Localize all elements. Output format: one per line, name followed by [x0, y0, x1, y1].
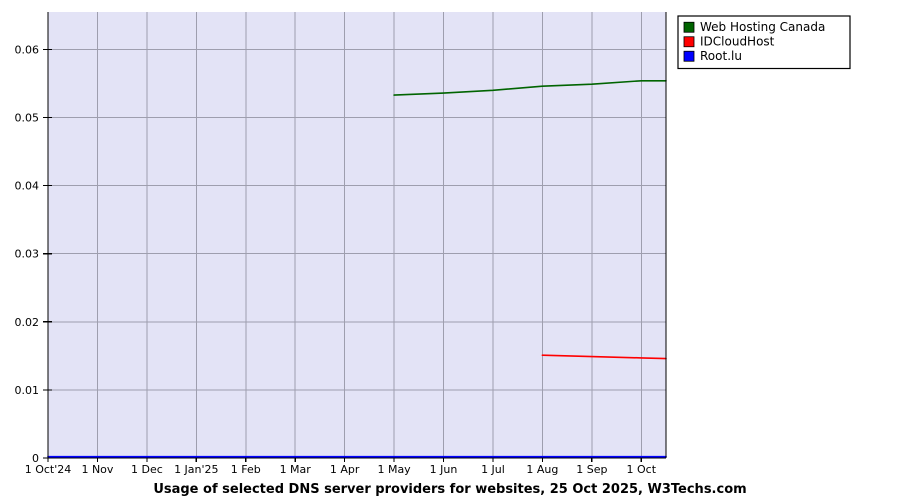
y-tick-label: 0.03	[15, 248, 40, 261]
legend-swatch-1	[683, 36, 695, 48]
y-tick-label: 0.04	[15, 180, 40, 193]
y-tick-label: 0.05	[15, 112, 40, 125]
x-tick-label: 1 Aug	[526, 463, 558, 476]
plot-area-background	[48, 12, 666, 458]
y-tick-label: 0.02	[15, 316, 40, 329]
legend-label-0: Web Hosting Canada	[700, 20, 825, 34]
series-lines	[47, 79, 667, 458]
x-tick-label: 1 Nov	[81, 463, 113, 476]
y-gridlines	[48, 48, 666, 391]
x-tick-label: 1 Mar	[280, 463, 312, 476]
x-tick-label: 1 Dec	[131, 463, 163, 476]
x-tick-label: 1 Apr	[330, 463, 360, 476]
x-tick-label: 1 Oct'24	[25, 463, 72, 476]
y-tick-label: 0.06	[15, 43, 40, 56]
legend-swatch-0	[683, 21, 695, 33]
legend-swatch-2	[683, 50, 695, 62]
legend-box	[677, 15, 851, 70]
x-tick-label: 1 Feb	[231, 463, 261, 476]
x-axis-ticks: 1 Oct'24 1 Nov 1 Dec 1 Jan'25 1 Feb 1 Mar 1 Ap…	[25, 458, 657, 476]
x-tick-label: 1 Jul	[481, 463, 505, 476]
x-tick-label: 1 May	[377, 463, 411, 476]
x-tick-label: 1 Oct	[627, 463, 657, 476]
chart-caption: Usage of selected DNS server providers f…	[153, 482, 746, 497]
x-tick-label: 1 Jun	[430, 463, 458, 476]
y-tick-label: 0	[32, 452, 39, 465]
series-line-web-hosting-canada	[393, 79, 667, 96]
legend-label-1: IDCloudHost	[700, 34, 775, 48]
x-tick-label: 1 Sep	[576, 463, 607, 476]
legend-label-2: Root.lu	[700, 49, 742, 63]
series-line-idcloudhost	[541, 354, 667, 360]
y-tick-label: 0.01	[15, 384, 40, 397]
x-tick-label: 1 Jan'25	[174, 463, 218, 476]
